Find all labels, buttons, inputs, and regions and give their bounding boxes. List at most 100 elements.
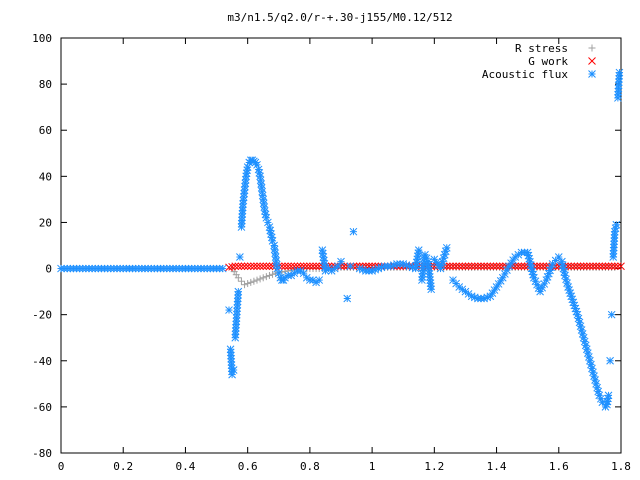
data-point: [264, 218, 272, 227]
data-point: [250, 262, 258, 271]
data-point: [575, 318, 584, 327]
data-point: [396, 260, 404, 268]
data-point: [228, 367, 236, 376]
data-point: [562, 275, 570, 284]
data-point: [271, 249, 280, 258]
legend-marker: [588, 70, 596, 78]
data-point: [209, 264, 218, 273]
data-point: [237, 262, 246, 271]
data-point: [413, 252, 422, 261]
y-tick-label: 60: [39, 124, 52, 137]
data-point: [579, 262, 588, 271]
data-point: [72, 264, 81, 273]
data-point: [315, 276, 324, 284]
data-point: [446, 262, 454, 271]
data-point: [591, 376, 599, 384]
data-point: [569, 298, 578, 307]
data-point: [284, 262, 292, 271]
y-tick-label: -20: [32, 309, 52, 322]
data-point: [234, 291, 242, 299]
data-point: [581, 341, 590, 350]
x-tick-label: 0.2: [113, 460, 133, 473]
data-point: [128, 264, 137, 273]
data-point: [312, 262, 320, 271]
data-point: [243, 262, 252, 271]
data-point: [172, 264, 180, 273]
data-point: [607, 310, 616, 319]
data-point: [234, 262, 243, 271]
data-point: [464, 290, 473, 298]
data-point: [259, 274, 267, 282]
x-tick-label: 0.8: [300, 460, 320, 473]
data-point: [243, 166, 252, 175]
data-point: [490, 286, 499, 294]
data-point: [520, 262, 529, 271]
data-point: [610, 230, 619, 239]
data-point: [589, 262, 597, 271]
data-point: [274, 269, 283, 278]
data-point: [573, 262, 582, 271]
data-point: [592, 262, 600, 271]
data-point: [539, 262, 548, 271]
data-point: [383, 262, 392, 271]
data-point: [60, 264, 68, 273]
data-point: [261, 210, 270, 219]
data-point: [225, 263, 233, 272]
data-point: [159, 264, 168, 273]
data-point: [414, 249, 423, 258]
data-point: [110, 264, 118, 273]
data-point: [153, 264, 162, 273]
data-point: [610, 262, 619, 271]
series-2: [57, 68, 624, 411]
data-point: [492, 262, 501, 271]
data-point: [228, 262, 236, 271]
data-point: [540, 280, 549, 288]
data-point: [477, 262, 485, 271]
data-point: [85, 264, 93, 273]
x-tick-label: 0.4: [176, 460, 196, 473]
data-point: [78, 264, 87, 273]
data-point: [334, 262, 342, 271]
data-point: [343, 294, 352, 303]
legend-marker: [588, 44, 596, 52]
data-point: [582, 262, 591, 271]
data-point: [349, 227, 358, 236]
data-point: [232, 314, 241, 322]
data-point: [514, 262, 523, 271]
data-point: [358, 265, 367, 274]
data-point: [299, 269, 308, 278]
y-tick-label: -40: [32, 355, 52, 368]
data-point: [236, 253, 244, 261]
x-tick-label: 0.6: [238, 460, 258, 473]
data-point: [337, 257, 345, 266]
y-tick-label: -60: [32, 401, 52, 414]
data-point: [190, 264, 199, 273]
y-tick-label: 20: [39, 216, 52, 229]
data-point: [240, 189, 249, 198]
data-point: [566, 289, 575, 298]
data-point: [247, 278, 255, 286]
data-point: [452, 262, 460, 271]
data-point: [238, 203, 247, 212]
data-point: [103, 264, 112, 273]
data-point: [452, 279, 460, 288]
data-point: [390, 261, 398, 269]
data-point: [184, 264, 193, 273]
data-point: [309, 262, 317, 271]
data-point: [536, 262, 544, 271]
data-point: [270, 241, 278, 250]
data-point: [240, 262, 249, 271]
data-point: [470, 262, 479, 271]
data-point: [496, 276, 505, 285]
data-point: [97, 264, 106, 273]
x-tick-label: 1.6: [549, 460, 569, 473]
x-tick-label: 0: [58, 460, 65, 473]
legend-label: G work: [528, 55, 568, 68]
data-point: [302, 262, 311, 271]
data-point: [256, 275, 264, 283]
y-tick-label: 40: [39, 170, 52, 183]
data-point: [262, 273, 270, 281]
data-point: [483, 293, 492, 302]
data-point: [461, 262, 470, 271]
data-point: [258, 191, 267, 200]
